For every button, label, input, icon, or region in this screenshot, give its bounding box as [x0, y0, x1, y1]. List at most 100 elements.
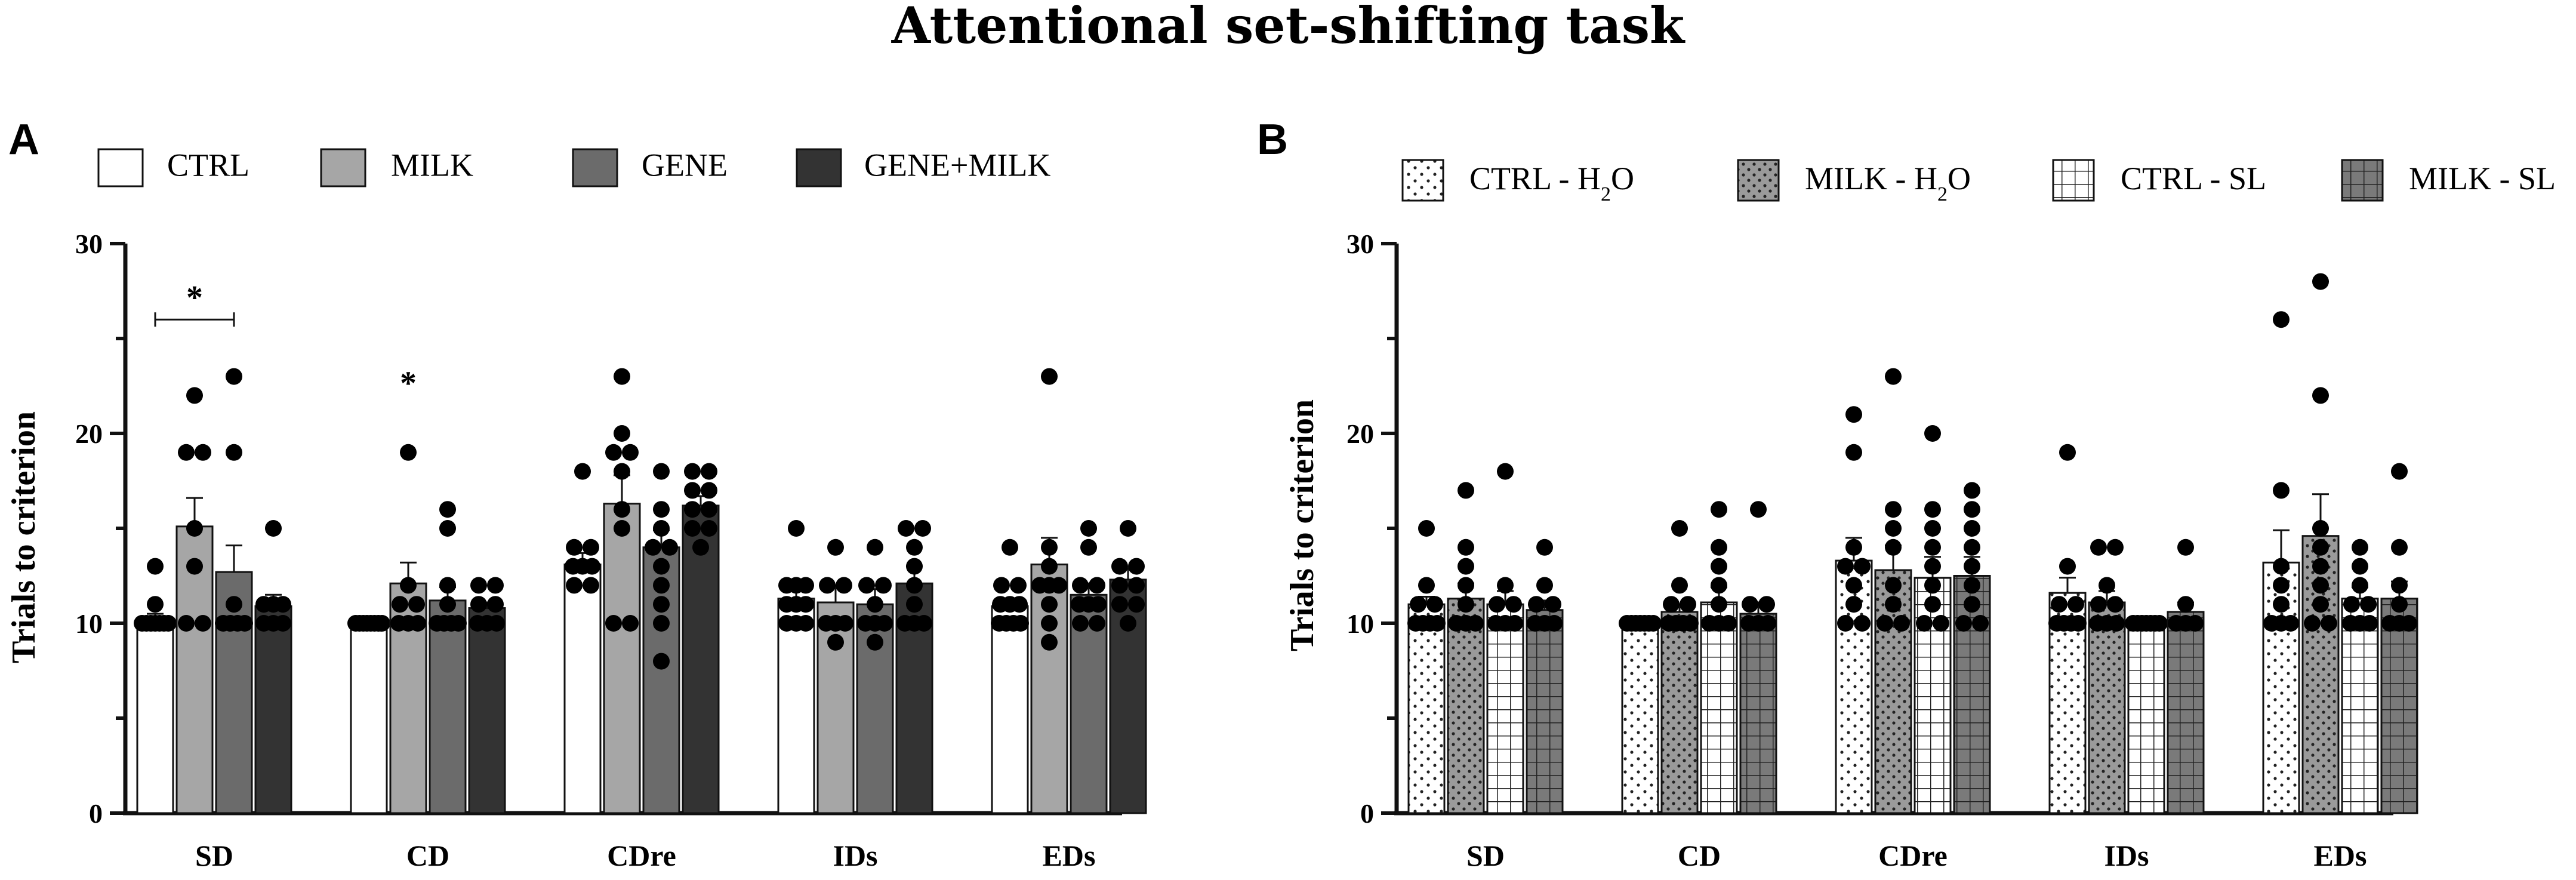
panel-b-point-CDre-2-4	[1924, 558, 1941, 575]
panel-b-point-EDs-2-4	[2360, 596, 2377, 613]
panel-a-point-EDs-0-7	[993, 577, 1010, 594]
panel-a-point-CDre-1-3	[614, 501, 630, 518]
panel-a-y-tick-label-3: 30	[75, 229, 103, 259]
panel-a-point-IDs-1-5	[836, 577, 852, 594]
panel-b-point-IDs-2-6	[2151, 615, 2168, 632]
panel-a-point-CDre-3-0	[692, 539, 709, 556]
panel-a-point-IDs-3-7	[898, 520, 914, 537]
panel-b-x-tick-label-CD: CD	[1678, 839, 1721, 872]
panel-b-point-CDre-3-2	[1964, 596, 1980, 613]
panel-b-point-SD-3-6	[1536, 539, 1553, 556]
panel-a-legend-label-0: CTRL	[167, 147, 249, 183]
panel-b-point-CDre-2-0	[1916, 615, 1933, 632]
panel-b-bar-EDs-3	[2380, 598, 2418, 814]
panel-a-point-CDre-2-3	[653, 577, 670, 594]
panel-a-y-tick-label-2: 20	[75, 419, 103, 449]
panel-a-point-CDre-3-4	[701, 501, 717, 518]
panel-a-point-IDs-1-4	[819, 577, 836, 594]
panel-a-bar-CDre-3	[682, 504, 720, 814]
panel-a-bar-CDre-0	[563, 563, 602, 814]
panel-b-point-CDre-2-2	[1924, 596, 1941, 613]
panel-b-legend-label-1: MILK - H2O	[1805, 161, 1971, 205]
panel-a-bar-EDs-2	[1070, 593, 1108, 814]
panel-b-point-EDs-2-3	[2343, 596, 2360, 613]
panel-a-point-CD-2-4	[439, 596, 456, 613]
panel-b-x-tick-label-SD: SD	[1466, 839, 1505, 872]
panel-b-point-CD-2-5	[1711, 558, 1727, 575]
panel-b-bar-CDre-3	[1953, 575, 1991, 814]
panel-b-point-CDre-3-4	[1964, 558, 1980, 575]
panel-b-bar-CD-2	[1700, 601, 1738, 814]
panel-a-point-EDs-2-5	[1072, 577, 1089, 594]
panel-a-point-SD-0-8	[147, 558, 164, 575]
panel-a-point-CD-1-6	[400, 444, 417, 461]
panel-b-bar-SD-0	[1407, 603, 1446, 814]
panel-b-point-EDs-0-6	[2273, 482, 2290, 499]
panel-a-point-EDs-3-3	[1111, 577, 1128, 594]
panel-b-legend-swatch-0	[1401, 159, 1444, 202]
panel-b-point-CDre-2-3	[1924, 577, 1941, 594]
panel-b-bar-IDs-3	[2167, 611, 2205, 814]
panel-a-point-CDre-1-8	[614, 368, 630, 385]
panel-a-point-IDs-0-8	[797, 577, 814, 594]
panel-b-point-CDre-3-7	[1964, 501, 1980, 518]
panel-a-x-tick-label-CD: CD	[406, 839, 449, 872]
panel-b-y-tick-label-2: 20	[1346, 419, 1374, 449]
panel-b-point-CD-2-2	[1720, 615, 1737, 632]
panel-b-point-CD-2-4	[1711, 577, 1727, 594]
panel-a-point-IDs-3-2	[916, 615, 932, 632]
panel-a-point-SD-0-6	[160, 615, 177, 632]
panel-a-y-tick-label-0: 0	[89, 798, 103, 829]
panel-a-point-CDre-2-1	[653, 615, 670, 632]
panel-b-bar-CD-0	[1621, 622, 1659, 814]
panel-a-bar-CD-0	[350, 622, 388, 814]
panel-a-point-SD-2-3	[236, 615, 253, 632]
panel-b-point-SD-1-6	[1458, 539, 1474, 556]
panel-a-significance-star-1: *	[400, 365, 417, 402]
panel-a-bar-IDs-0	[777, 598, 815, 814]
panel-a-legend-label-2: GENE	[642, 147, 728, 183]
panel-a-legend-swatch-3	[796, 148, 842, 187]
panel-b-legend-swatch-1	[1737, 159, 1780, 202]
panel-a-point-CD-3-4	[487, 596, 504, 613]
panel-a-point-SD-1-4	[178, 444, 195, 461]
panel-a-point-EDs-2-7	[1080, 539, 1097, 556]
panel-b-point-SD-2-6	[1497, 463, 1514, 480]
panel-a-point-EDs-0-6	[1011, 596, 1028, 613]
panel-a-point-IDs-2-0	[867, 633, 883, 651]
panel-a-point-EDs-3-6	[1128, 558, 1145, 575]
panel-a-point-EDs-3-4	[1128, 577, 1145, 594]
panel-b-point-CDre-0-4	[1837, 558, 1854, 575]
panel-b-point-CDre-2-8	[1924, 425, 1941, 442]
panel-a-point-IDs-0-5	[797, 596, 814, 613]
panel-b-point-EDs-2-2	[2361, 615, 2378, 632]
panel-a-point-CDre-1-1	[622, 615, 639, 632]
panel-b-point-SD-3-4	[1545, 596, 1561, 613]
panel-b-point-CDre-0-8	[1845, 406, 1862, 423]
panel-b-point-EDs-3-6	[2391, 463, 2408, 480]
panel-a-point-CDre-0-7	[574, 463, 591, 480]
panel-a-point-CDre-1-2	[614, 520, 630, 537]
panel-a-point-EDs-1-1	[1041, 615, 1058, 632]
panel-b-point-IDs-3-2	[2187, 615, 2204, 632]
panel-b-legend-swatch-3	[2341, 159, 2384, 202]
panel-b-point-CD-2-3	[1711, 596, 1727, 613]
panel-b-point-IDs-1-2	[2108, 615, 2125, 632]
panel-b-point-CDre-3-1	[1972, 615, 1989, 632]
panel-b-point-SD-3-2	[1546, 615, 1563, 632]
panel-b-point-IDs-3-4	[2177, 539, 2194, 556]
panel-a-point-IDs-3-4	[906, 577, 923, 594]
panel-b-legend-label-2: CTRL - SL	[2121, 161, 2266, 196]
panel-a-point-SD-1-1	[195, 615, 211, 632]
panel-a-point-EDs-3-0	[1120, 615, 1136, 632]
panel-b-point-CDre-2-5	[1924, 539, 1941, 556]
panel-b-chart: CTRL - H2O MILK - H2O CTRL - SL MILK - SL 0 1…	[1346, 159, 2556, 872]
panel-a-point-IDs-3-3	[906, 596, 923, 613]
panel-b-point-SD-3-5	[1536, 577, 1553, 594]
panel-a-point-IDs-2-6	[875, 577, 892, 594]
panel-a-point-CDre-0-0	[566, 577, 583, 594]
panel-a-point-CDre-3-1	[684, 520, 701, 537]
panel-b-point-SD-0-3	[1429, 615, 1446, 632]
panel-b-point-SD-1-7	[1458, 482, 1474, 499]
panel-a-point-CD-3-2	[488, 615, 505, 632]
